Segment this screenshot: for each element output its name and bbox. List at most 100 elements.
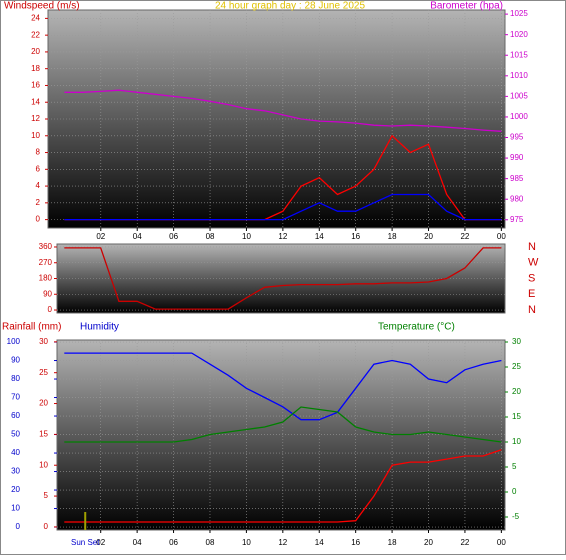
x-tick-label: 14: [315, 538, 324, 547]
x-tick-label: 14: [315, 232, 324, 241]
y2-tick-label: 980: [510, 194, 524, 203]
y-tick-label: 8: [36, 148, 41, 157]
y-tick-label: 60: [11, 411, 20, 420]
y3-tick-label: 5: [44, 491, 49, 500]
y3-tick-label: 15: [39, 429, 48, 438]
y2-tick-label: 995: [510, 133, 524, 142]
x-tick-label: 00: [497, 232, 506, 241]
y-tick-label: 10: [31, 131, 40, 140]
y2-tick-label: 5: [512, 462, 517, 471]
x-tick-label: 16: [351, 232, 360, 241]
y-tick-label: 20: [31, 47, 40, 56]
x-tick-label: 18: [388, 232, 397, 241]
x-tick-label: 22: [460, 232, 469, 241]
y2-tick-label: 1025: [510, 9, 528, 18]
y3-tick-label: 30: [39, 337, 48, 346]
x-tick-label: 02: [96, 538, 105, 547]
y3-tick-label: 25: [39, 368, 48, 377]
y2-tick-label: 25: [512, 362, 521, 371]
y2-tick-label: 30: [512, 337, 521, 346]
y2-tick-label: 1015: [510, 50, 528, 59]
title: 24 hour graph day : 28 June 2025: [215, 1, 366, 12]
y-tick-label: 90: [11, 356, 20, 365]
y-tick-label: 4: [36, 181, 41, 190]
y3-tick-label: 20: [39, 399, 48, 408]
series-line: [64, 247, 502, 310]
x-tick-label: 20: [424, 538, 433, 547]
y-label: Humidity: [80, 322, 119, 333]
y2-tick-label: N: [528, 304, 536, 316]
y-label: Windspeed (m/s): [4, 1, 80, 12]
y3-tick-label: 10: [39, 460, 48, 469]
x-tick-label: 00: [497, 538, 506, 547]
y2-label: Temperature (°C): [378, 322, 455, 333]
y-tick-label: 30: [11, 467, 20, 476]
y3-tick-label: 0: [44, 522, 49, 531]
y-tick-label: 0: [16, 522, 21, 531]
x-tick-label: 08: [206, 538, 215, 547]
x-tick-label: 12: [278, 232, 287, 241]
x-tick-label: 20: [424, 232, 433, 241]
y2-tick-label: N: [528, 241, 536, 253]
y-tick-label: 20: [11, 485, 20, 494]
y-tick-label: 18: [31, 64, 40, 73]
y-tick-label: 0: [48, 305, 53, 314]
x-tick-label: 06: [169, 232, 178, 241]
y2-tick-label: E: [528, 288, 535, 300]
y-tick-label: 180: [39, 274, 53, 283]
x-tick-label: 04: [133, 538, 142, 547]
y-tick-label: 10: [11, 504, 20, 513]
y-tick-label: 2: [36, 198, 41, 207]
y-tick-label: 14: [31, 97, 40, 106]
x-tick-label: 10: [242, 232, 251, 241]
y2-label: Barometer (hpa): [430, 1, 503, 12]
y-tick-label: 6: [36, 164, 41, 173]
y-tick-label: 80: [11, 374, 20, 383]
y2-tick-label: 0: [512, 487, 517, 496]
y-tick-label: 270: [39, 258, 53, 267]
x-tick-label: 08: [206, 232, 215, 241]
x-tick-label: 18: [388, 538, 397, 547]
x-tick-label: 12: [278, 538, 287, 547]
y2-tick-label: 975: [510, 215, 524, 224]
x-tick-label: 10: [242, 538, 251, 547]
y-tick-label: 16: [31, 81, 40, 90]
y-tick-label: 50: [11, 430, 20, 439]
y2-tick-label: 20: [512, 387, 521, 396]
plot-area: [56, 339, 506, 531]
y2-tick-label: 10: [512, 437, 521, 446]
y2-tick-label: 1010: [510, 71, 528, 80]
y-tick-label: 40: [11, 448, 20, 457]
x-tick-label: 22: [460, 538, 469, 547]
plot-area: [47, 9, 506, 229]
annotation-label: Sun Set: [71, 538, 100, 547]
y2-tick-label: S: [528, 272, 535, 284]
y-tick-label: 100: [7, 337, 21, 346]
y2-tick-label: 1020: [510, 30, 528, 39]
y2-tick-label: 1000: [510, 112, 528, 121]
y3-label: Rainfall (mm): [2, 322, 61, 333]
y2-tick-label: -5: [512, 512, 520, 521]
y-tick-label: 90: [43, 289, 52, 298]
series-line: [64, 352, 502, 421]
y-tick-label: 22: [31, 30, 40, 39]
y-tick-label: 70: [11, 393, 20, 402]
y2-tick-label: 985: [510, 174, 524, 183]
series-line: [64, 406, 502, 443]
x-tick-label: 02: [96, 232, 105, 241]
x-tick-label: 16: [351, 538, 360, 547]
plot-area: [56, 243, 506, 314]
y2-tick-label: 15: [512, 412, 521, 421]
y-tick-label: 12: [31, 114, 40, 123]
y2-tick-label: 990: [510, 153, 524, 162]
series-line: [64, 193, 502, 221]
x-tick-label: 04: [133, 232, 142, 241]
y-tick-label: 0: [36, 215, 41, 224]
series-line: [64, 89, 502, 132]
y2-tick-label: 1005: [510, 91, 528, 100]
series-line: [64, 449, 502, 523]
x-tick-label: 06: [169, 538, 178, 547]
y-tick-label: 24: [31, 13, 40, 22]
y2-tick-label: W: [528, 257, 539, 269]
